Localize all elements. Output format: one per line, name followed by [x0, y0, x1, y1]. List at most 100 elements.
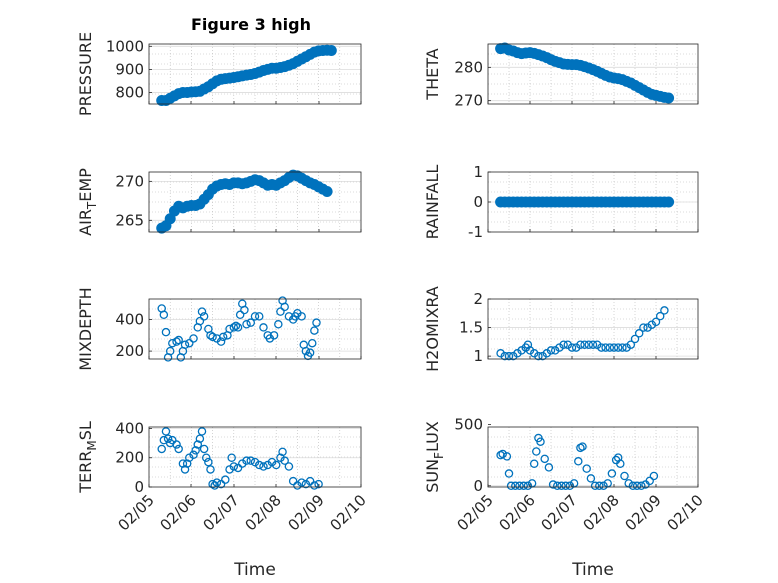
data-point	[174, 444, 183, 454]
data-point	[508, 351, 518, 361]
sun_flux-axes-box	[487, 426, 699, 488]
data-point	[307, 338, 317, 348]
y-tick-label: 900	[115, 60, 144, 78]
data-point	[557, 481, 566, 491]
data-point	[180, 465, 190, 474]
data-point	[584, 340, 594, 349]
data-point	[297, 312, 306, 321]
data-point	[271, 460, 281, 470]
data-point	[595, 481, 604, 491]
data-point	[168, 435, 177, 445]
data-point	[180, 340, 190, 350]
data-point	[288, 476, 298, 486]
data-point	[632, 481, 642, 491]
data-point	[597, 343, 606, 352]
subplot-h2omixra: 1 1.5 2 H2OMIXRA	[423, 286, 699, 372]
data-point	[278, 447, 287, 457]
figure-title: Figure 3 high	[191, 15, 311, 34]
data-point	[506, 481, 516, 491]
data-point	[218, 332, 228, 342]
data-point	[586, 474, 596, 483]
data-point	[523, 481, 533, 491]
data-point	[502, 452, 512, 461]
data-point	[504, 351, 514, 361]
data-point	[189, 334, 198, 343]
data-point	[663, 92, 675, 104]
data-point	[246, 318, 256, 327]
subplot-mixdepth: 200 400 MIXDEPTH	[76, 287, 362, 371]
data-point	[240, 305, 249, 315]
rainfall-y-axis-label: RAINFALL	[423, 165, 442, 240]
data-point	[250, 312, 260, 321]
data-point	[197, 307, 207, 316]
y-tick-label: 0	[473, 477, 483, 495]
data-point	[199, 312, 209, 321]
y-tick-label: 0	[134, 478, 144, 496]
data-point	[159, 310, 169, 320]
y-tick-label: 2	[473, 290, 483, 308]
subplot-pressure: 800 900 1000 PRESSURE	[76, 32, 362, 116]
theta-y-axis-label: THETA	[423, 48, 442, 100]
y-tick-label: 265	[115, 211, 144, 229]
data-point	[628, 481, 638, 491]
subplot-rainfall: -1 0 1 RAINFALL	[423, 163, 699, 241]
data-point	[550, 346, 560, 355]
air_temp-axes-box	[148, 171, 362, 233]
data-point	[574, 457, 583, 466]
data-point	[301, 346, 311, 356]
y-tick-label: 270	[454, 92, 483, 110]
data-point	[310, 326, 319, 335]
terr_msl-x-axis-label: Time	[233, 560, 276, 580]
data-point	[580, 340, 589, 349]
data-point	[590, 481, 600, 491]
data-point	[529, 459, 539, 468]
data-point	[637, 481, 646, 491]
sun_flux-series	[496, 433, 659, 491]
data-point	[620, 471, 629, 481]
data-point	[548, 480, 558, 489]
data-point	[647, 320, 657, 329]
data-point	[538, 351, 547, 361]
y-tick-label: 400	[115, 311, 144, 329]
data-point	[178, 459, 188, 468]
data-point	[204, 457, 213, 467]
y-tick-label: 0	[473, 193, 483, 211]
data-point	[504, 469, 514, 478]
terr_msl-series	[157, 427, 323, 490]
data-point	[172, 337, 181, 346]
subplot-air_temp: 265 270 AIRTEMP	[76, 168, 362, 236]
data-point	[259, 323, 268, 332]
theta-series	[495, 42, 675, 104]
y-tick-label: 400	[115, 419, 144, 437]
data-point	[185, 338, 194, 348]
data-point	[651, 317, 661, 327]
data-point	[599, 481, 608, 491]
data-point	[553, 481, 562, 491]
data-point	[163, 434, 173, 443]
sun_flux-y-axis-label: SUNFLUX	[423, 421, 446, 493]
data-point	[571, 343, 581, 352]
pressure-y-axis-label: PRESSURE	[76, 32, 95, 116]
h2omixra-axes-box	[487, 298, 699, 360]
data-point	[216, 337, 226, 346]
data-point	[626, 340, 636, 349]
data-point	[182, 459, 192, 468]
data-point	[310, 481, 319, 490]
data-point	[645, 476, 654, 486]
air_temp-series	[156, 169, 333, 234]
data-point	[513, 349, 522, 358]
data-point	[191, 446, 200, 455]
data-point	[582, 464, 591, 473]
terr_msl-axes-box	[148, 426, 362, 488]
data-point	[561, 481, 570, 491]
data-point	[305, 348, 315, 357]
data-point	[208, 332, 217, 342]
data-point	[269, 331, 279, 340]
pressure-series	[156, 44, 337, 107]
data-point	[259, 462, 268, 471]
data-point	[534, 351, 543, 361]
data-point	[498, 449, 507, 459]
data-point	[542, 349, 552, 358]
y-tick-label: 200	[115, 449, 144, 467]
data-point	[618, 343, 627, 352]
